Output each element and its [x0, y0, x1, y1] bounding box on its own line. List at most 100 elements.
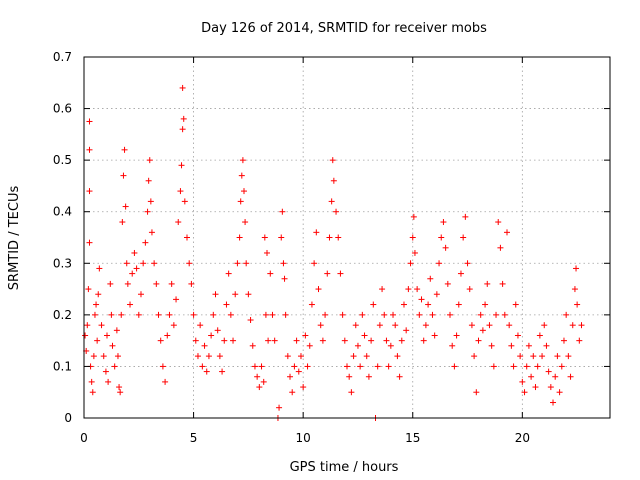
data-point — [311, 260, 318, 267]
data-point — [517, 353, 524, 360]
data-point — [414, 286, 421, 293]
data-point — [245, 291, 252, 298]
data-point — [329, 157, 336, 164]
data-point — [410, 213, 417, 220]
data-point — [341, 337, 348, 344]
data-point — [269, 311, 276, 318]
data-point — [109, 342, 116, 349]
data-point — [547, 384, 554, 391]
data-point — [407, 260, 414, 267]
data-point — [442, 244, 449, 251]
data-point — [403, 327, 410, 334]
data-point — [357, 363, 364, 370]
data-point — [519, 378, 526, 385]
data-point — [508, 342, 515, 349]
data-point — [179, 84, 186, 91]
data-point — [528, 373, 535, 380]
data-point — [145, 177, 152, 184]
data-point — [140, 260, 147, 267]
data-point — [313, 229, 320, 236]
data-point — [479, 327, 486, 334]
data-point — [451, 363, 458, 370]
data-point — [84, 322, 91, 329]
data-point — [330, 177, 337, 184]
data-point — [337, 270, 344, 277]
data-point — [118, 311, 125, 318]
axes-layer: 0 5 10 15 20 0 0.1 0.2 0.3 0.4 0.5 0.6 0.7 — [53, 50, 611, 445]
data-point — [440, 219, 447, 226]
data-point — [335, 234, 342, 241]
data-point — [499, 280, 506, 287]
data-point — [438, 234, 445, 241]
data-point — [550, 399, 557, 406]
x-tick-label: 15 — [405, 431, 420, 445]
x-tick-label: 20 — [515, 431, 530, 445]
data-point — [249, 342, 256, 349]
data-point — [490, 363, 497, 370]
data-point — [212, 291, 219, 298]
data-point — [512, 301, 519, 308]
data-point — [536, 332, 543, 339]
data-point — [444, 280, 451, 287]
data-point — [210, 311, 217, 318]
data-point — [90, 353, 97, 360]
data-point — [425, 301, 432, 308]
data-point — [129, 270, 136, 277]
data-point — [93, 301, 100, 308]
data-point — [135, 311, 142, 318]
data-point — [396, 373, 403, 380]
data-point — [471, 353, 478, 360]
data-point — [409, 234, 416, 241]
data-point — [530, 353, 537, 360]
data-point — [282, 311, 289, 318]
data-point — [201, 342, 208, 349]
data-point — [554, 353, 561, 360]
data-point — [123, 260, 130, 267]
data-point — [221, 337, 228, 344]
data-point — [162, 378, 169, 385]
data-point — [155, 311, 162, 318]
data-point — [251, 363, 258, 370]
data-point — [482, 301, 489, 308]
data-point — [455, 301, 462, 308]
data-point — [98, 322, 105, 329]
data-point — [223, 301, 230, 308]
data-point — [523, 363, 530, 370]
data-point — [192, 337, 199, 344]
data-point — [256, 384, 263, 391]
data-point — [89, 389, 96, 396]
data-point — [398, 337, 405, 344]
data-point — [178, 162, 185, 169]
y-tick-label: 0.5 — [53, 153, 72, 167]
data-point — [203, 368, 210, 375]
data-point — [363, 353, 370, 360]
data-point — [359, 311, 366, 318]
data-point — [333, 208, 340, 215]
data-point — [284, 353, 291, 360]
data-point — [300, 384, 307, 391]
data-point — [237, 198, 244, 205]
data-point — [400, 301, 407, 308]
data-point — [427, 275, 434, 282]
data-point — [122, 203, 129, 210]
data-point — [232, 291, 239, 298]
data-point — [354, 342, 361, 349]
data-point — [242, 219, 249, 226]
data-point — [503, 229, 510, 236]
data-point — [433, 291, 440, 298]
data-point — [262, 311, 269, 318]
data-point — [374, 363, 381, 370]
data-point — [302, 332, 309, 339]
data-point — [281, 275, 288, 282]
data-point — [466, 286, 473, 293]
data-point — [576, 337, 583, 344]
data-point — [199, 363, 206, 370]
data-point — [545, 368, 552, 375]
data-point — [124, 280, 131, 287]
data-point — [348, 389, 355, 396]
data-point — [166, 311, 173, 318]
data-point — [225, 270, 232, 277]
data-point — [449, 342, 456, 349]
data-point — [306, 342, 313, 349]
data-point — [184, 234, 191, 241]
